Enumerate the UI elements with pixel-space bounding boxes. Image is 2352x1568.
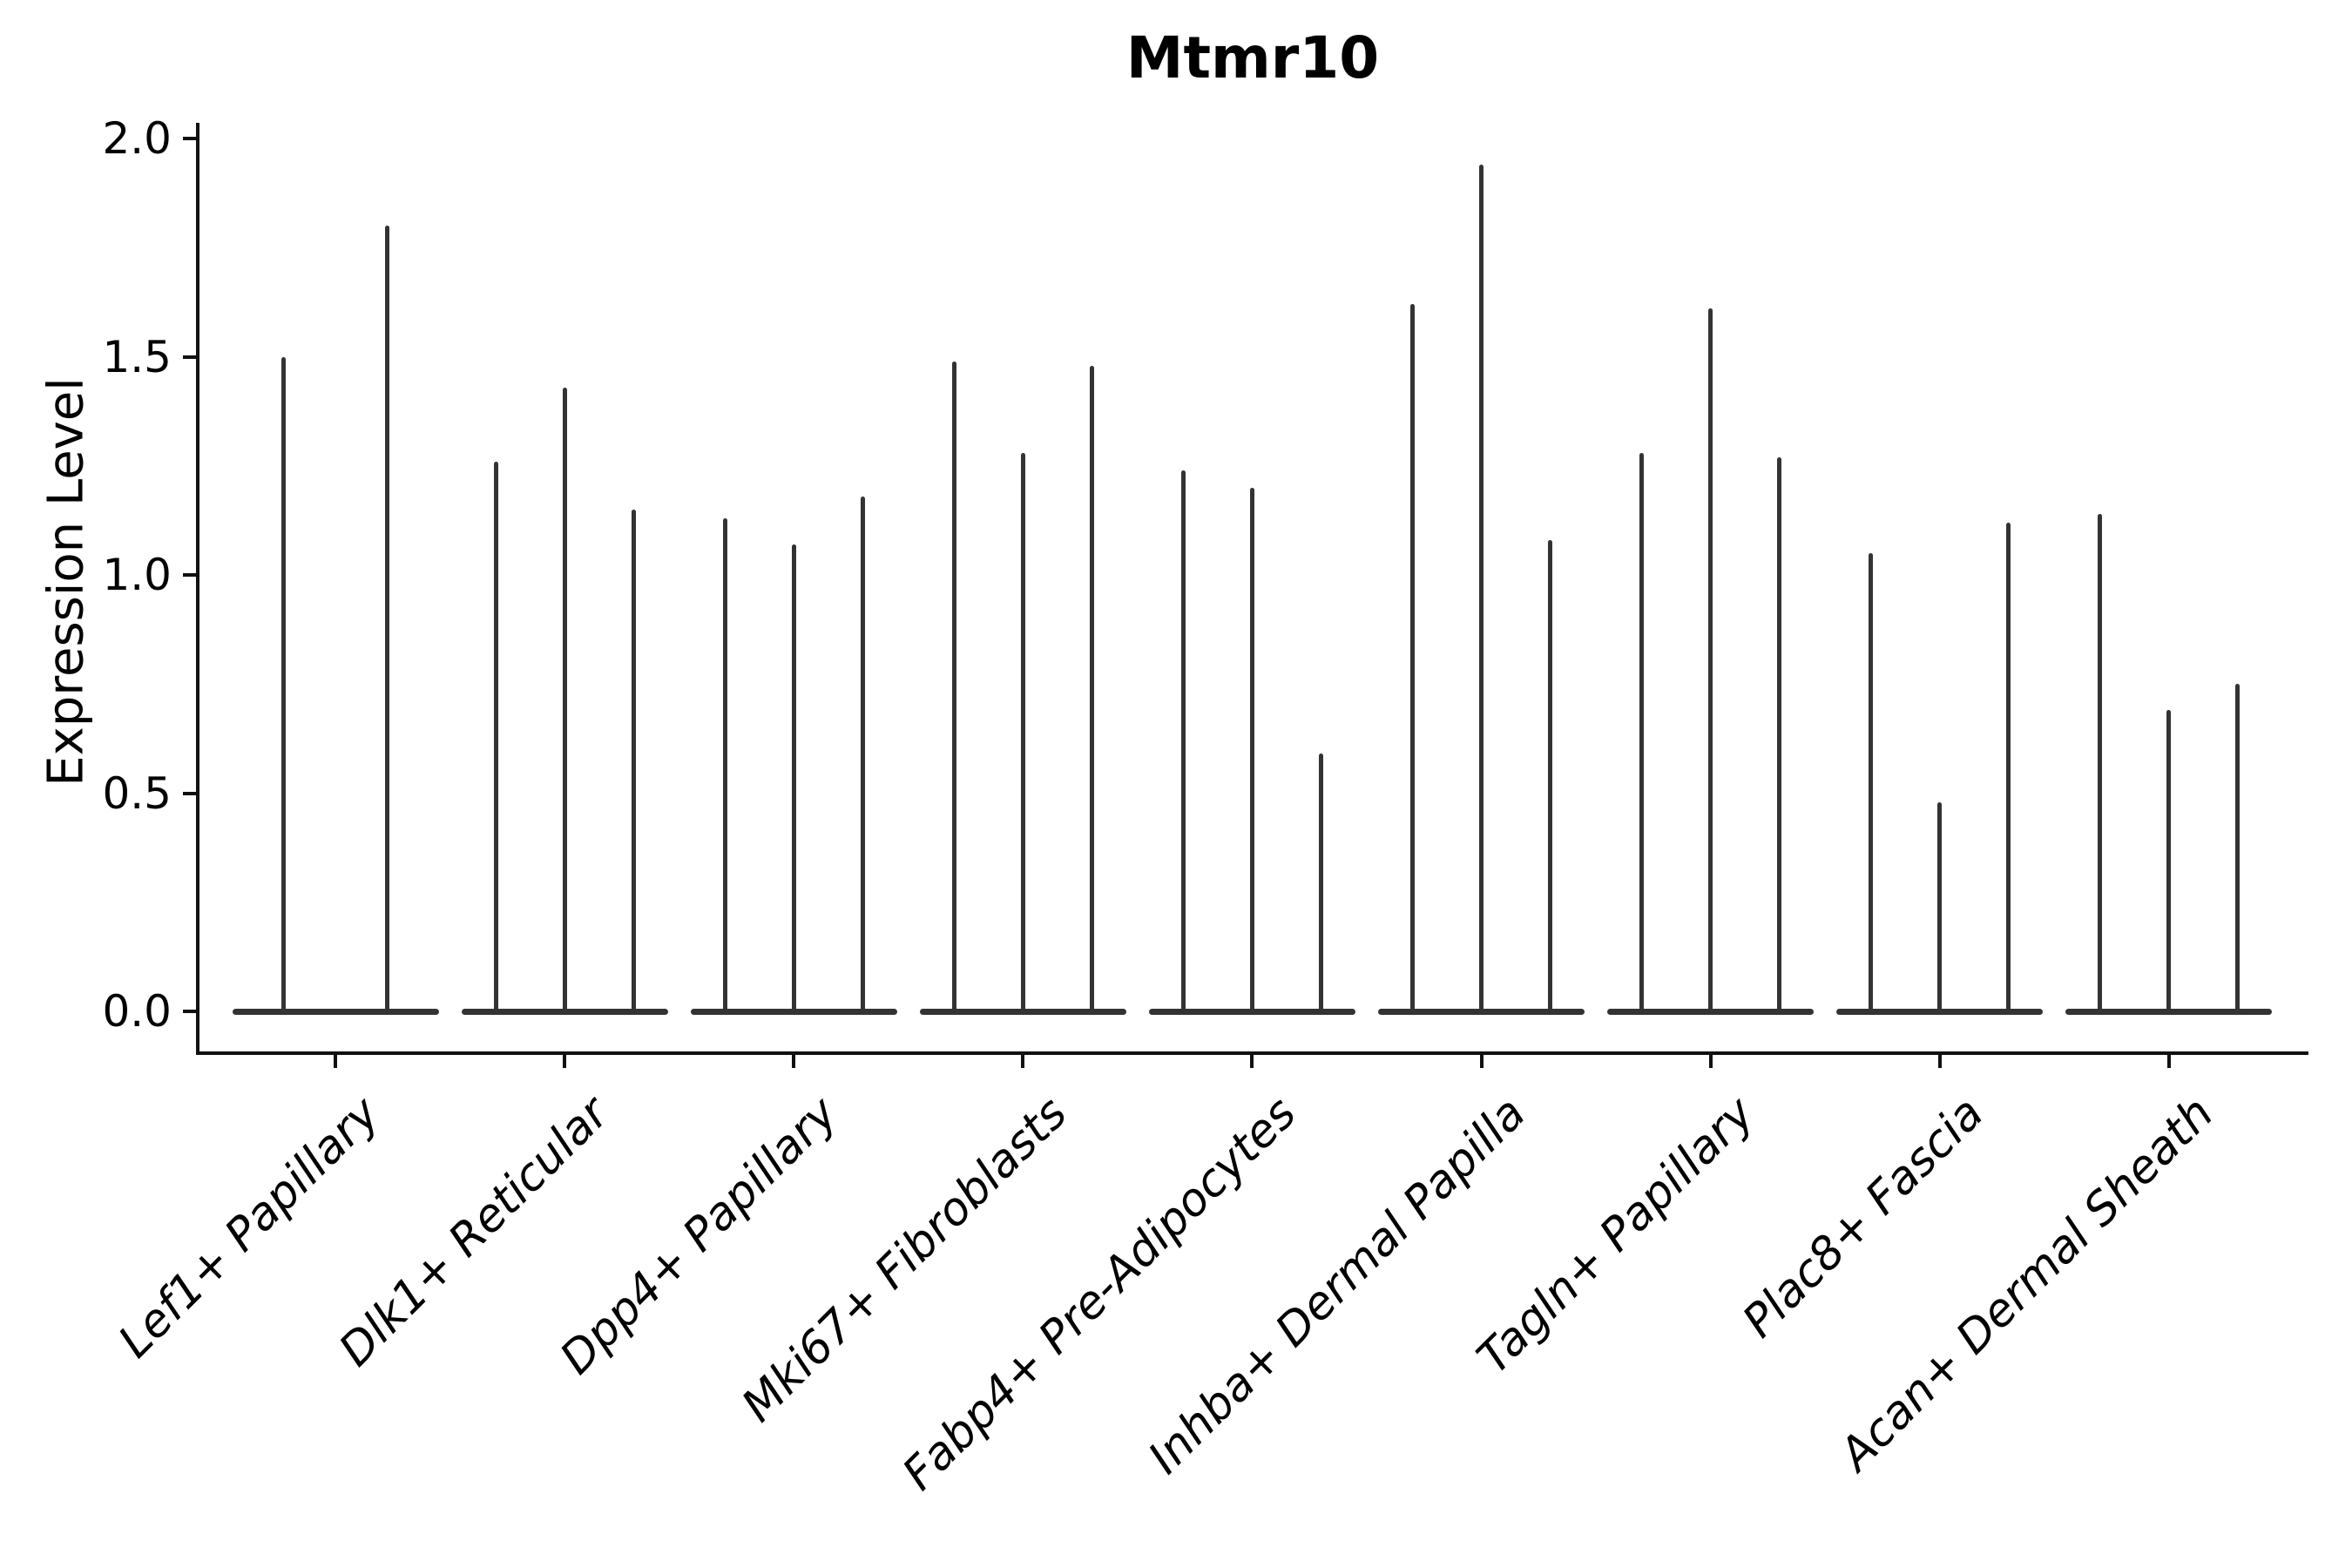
violin-spike <box>2235 684 2240 1014</box>
violin-spike <box>493 461 498 1014</box>
y-tick-mark <box>183 1010 196 1013</box>
violin-spike <box>1937 801 1943 1014</box>
violin-spike <box>1479 165 1484 1014</box>
x-tick-mark <box>1937 1053 1942 1068</box>
violin-spike <box>281 356 287 1014</box>
violin-spike <box>791 544 796 1014</box>
violin-spike <box>1639 452 1645 1014</box>
violin-spike <box>1548 539 1552 1014</box>
violin-spike <box>1249 487 1254 1014</box>
violin-spike <box>1777 456 1782 1014</box>
violin-spike <box>1869 552 1874 1014</box>
violin-base <box>232 1008 439 1015</box>
y-tick-mark <box>183 355 196 359</box>
y-tick-mark <box>183 573 196 577</box>
x-tick-label: Fabp4+ Pre-Adipocytes <box>893 1087 1307 1501</box>
violin-spike <box>1180 470 1186 1014</box>
x-tick-mark <box>1479 1053 1484 1068</box>
violin-spike <box>1089 365 1094 1014</box>
x-tick-label: Inhba+ Dermal Papilla <box>1139 1087 1536 1484</box>
x-tick-mark <box>1708 1053 1713 1068</box>
violin-spike <box>2098 513 2103 1014</box>
violin-spike <box>2166 710 2172 1014</box>
violin-spike <box>722 517 727 1014</box>
x-tick-mark <box>1021 1053 1025 1068</box>
chart-title: Mtmr10 <box>1125 24 1380 91</box>
y-tick-mark <box>183 137 196 140</box>
x-tick-mark <box>792 1053 796 1068</box>
violin-spike <box>2006 522 2011 1014</box>
y-tick-mark <box>183 791 196 795</box>
y-axis-label: Expression Level <box>37 377 95 787</box>
y-tick-label: 1.5 <box>102 331 172 382</box>
y-tick-label: 0.5 <box>102 767 172 819</box>
x-tick-label: Plac8+ Fascia <box>1733 1087 1995 1348</box>
violin-spike <box>1708 308 1713 1014</box>
y-axis-spine <box>196 123 199 1055</box>
x-tick-mark <box>563 1053 567 1068</box>
violin-spike <box>631 509 636 1014</box>
violin-spike <box>562 387 567 1014</box>
x-tick-label: Acan+ Dermal Sheath <box>1829 1087 2224 1481</box>
violin-spike <box>951 361 956 1014</box>
x-tick-mark <box>2166 1053 2171 1068</box>
violin-spike <box>384 226 389 1014</box>
x-tick-mark <box>1250 1053 1254 1068</box>
y-tick-label: 2.0 <box>102 113 172 164</box>
x-tick-mark <box>334 1053 337 1068</box>
y-tick-label: 0.0 <box>102 986 172 1037</box>
y-tick-label: 1.0 <box>102 550 172 600</box>
violin-spike <box>1410 304 1415 1014</box>
violin-spike <box>1020 452 1025 1014</box>
violin-spike <box>860 496 865 1014</box>
violin-spike <box>1318 754 1323 1014</box>
